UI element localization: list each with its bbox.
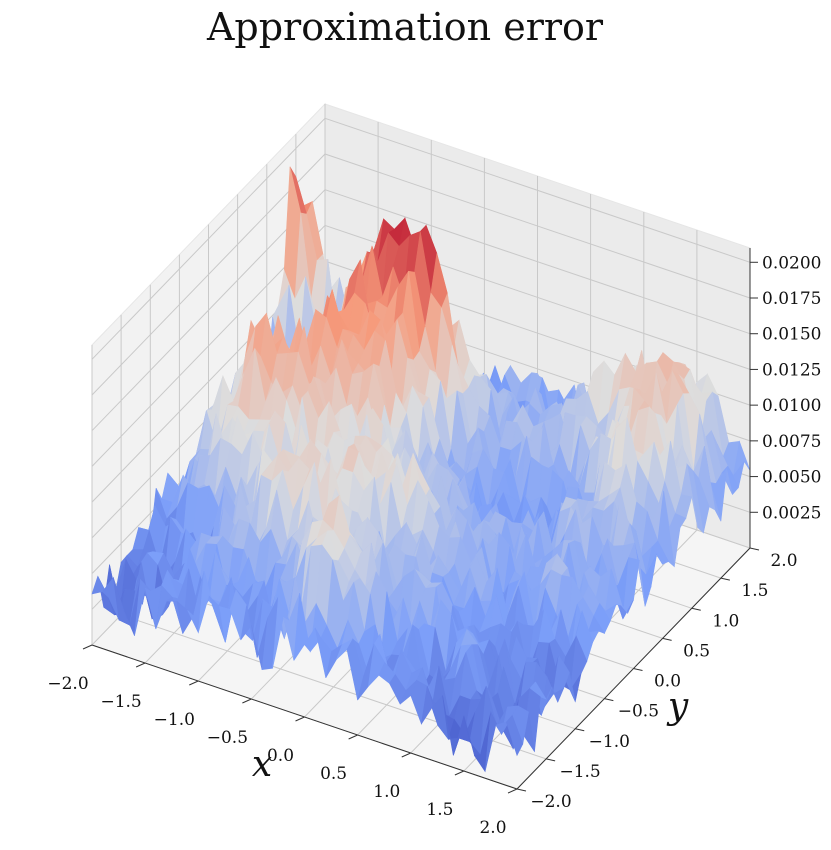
x-tick-label: −1.5 xyxy=(100,692,141,712)
y-tick-label: −0.5 xyxy=(618,702,659,722)
x-tick-label: 0.5 xyxy=(320,764,347,784)
z-grid-line xyxy=(91,117,751,360)
error-surface xyxy=(91,166,751,773)
y-tick-mark xyxy=(575,728,585,732)
surface-facet xyxy=(506,714,524,757)
z-tick-label: 0.0050 xyxy=(762,468,821,488)
y-tick-label: 1.5 xyxy=(741,581,768,601)
z-grid-line xyxy=(91,189,751,432)
x-tick-mark xyxy=(507,788,518,794)
y-ticks: −2.0 −1.5 −1.0 −0.5 0.00.51.01.52.0 xyxy=(516,547,798,812)
x-tick-label: 2.0 xyxy=(479,818,506,838)
z-tick-label: 0.0075 xyxy=(762,432,821,452)
x-tick-label: 1.5 xyxy=(426,800,453,820)
z-tick-label: 0.0025 xyxy=(762,503,821,523)
y-tick-mark xyxy=(662,637,672,641)
y-tick-mark xyxy=(546,758,556,762)
x-tick-mark xyxy=(454,770,465,776)
y-tick-mark xyxy=(749,547,760,551)
z-tick-label: 0.0125 xyxy=(762,360,821,380)
x-tick-label: −2.0 xyxy=(47,674,88,694)
x-tick-mark xyxy=(82,644,93,650)
x-tick-label: −0.5 xyxy=(207,728,248,748)
y-tick-label: −2.0 xyxy=(530,792,571,812)
y-tick-mark xyxy=(691,607,701,611)
x-tick-mark xyxy=(401,752,411,758)
x-tick-label: −1.0 xyxy=(154,710,195,730)
x-axis-label: x xyxy=(252,744,272,785)
y-tick-mark xyxy=(604,698,614,702)
z-tick-label: 0.0200 xyxy=(762,253,821,273)
y-tick-mark xyxy=(720,577,730,581)
z-grid-line xyxy=(91,224,751,467)
x-tick-mark xyxy=(242,698,252,704)
x-ticks: −2.0 −1.5 −1.0 −0.5 0.0 0.5 1.0 1.5 2.0 xyxy=(47,644,518,838)
y-tick-label: −1.0 xyxy=(589,732,630,752)
x-tick-mark xyxy=(348,734,358,740)
y-tick-label: 0.5 xyxy=(683,641,710,661)
y-tick-mark xyxy=(633,668,643,671)
y-axis-label: y xyxy=(666,686,689,727)
chart-title: Approximation error xyxy=(206,5,604,49)
y-tick-label: 0.0 xyxy=(654,672,681,692)
x-tick-mark xyxy=(135,662,146,668)
z-tick-label: 0.0175 xyxy=(762,289,821,309)
x-tick-mark xyxy=(189,680,199,686)
y-tick-mark xyxy=(516,788,527,792)
z-grid-line xyxy=(91,153,751,396)
x-tick-label: 0.0 xyxy=(267,746,294,766)
y-tick-label: 1.0 xyxy=(712,611,739,631)
y-tick-label: 2.0 xyxy=(770,551,797,571)
x-tick-mark xyxy=(295,716,305,722)
z-ticks: 0.0025 0.0050 0.0075 0.0100 0.0125 0.0150 0.01… xyxy=(750,253,821,523)
x-tick-label: 1.0 xyxy=(373,782,400,802)
y-tick-label: −1.5 xyxy=(559,762,600,782)
z-tick-label: 0.0150 xyxy=(762,325,821,345)
z-tick-label: 0.0100 xyxy=(762,396,821,416)
